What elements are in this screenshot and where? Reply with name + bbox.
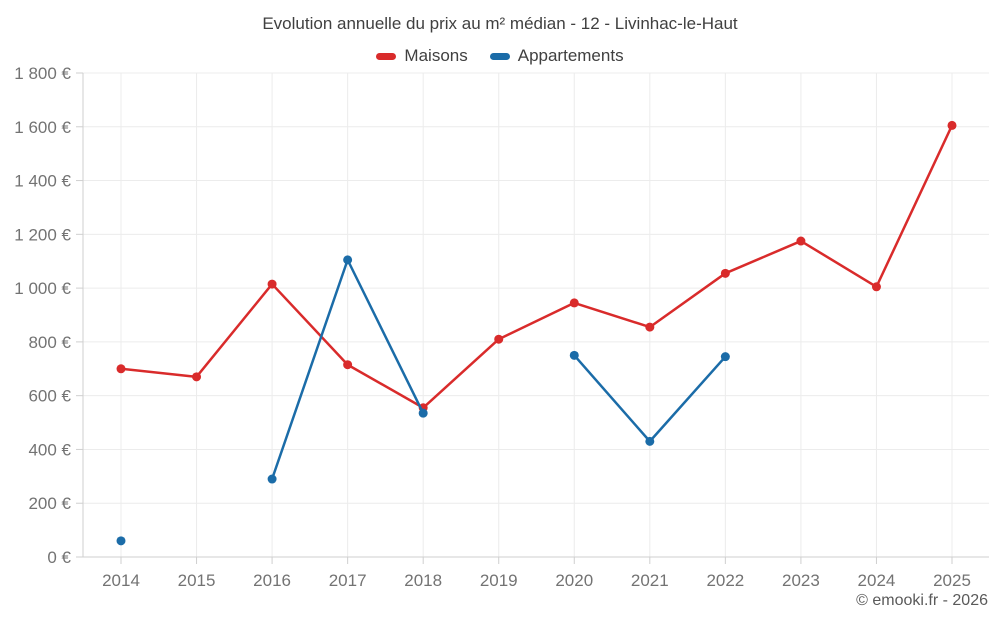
data-point-maisons-2021 xyxy=(645,322,655,332)
x-tick-label: 2017 xyxy=(329,571,367,590)
x-tick-label: 2018 xyxy=(404,571,442,590)
data-point-appartements-2020 xyxy=(569,350,579,360)
x-tick-label: 2023 xyxy=(782,571,820,590)
chart-title: Evolution annuelle du prix au m² médian … xyxy=(262,14,738,33)
data-point-maisons-2023 xyxy=(796,236,806,246)
maisons-legend-label: Maisons xyxy=(404,46,468,65)
chart-legend: Maisons Appartements xyxy=(0,46,1000,66)
series-line-maisons xyxy=(119,124,954,410)
y-tick-label: 600 € xyxy=(28,387,71,406)
y-tick-label: 1 000 € xyxy=(14,279,71,298)
appartements-legend-marker xyxy=(489,52,510,60)
y-tick-label: 1 800 € xyxy=(14,64,71,83)
y-tick-label: 400 € xyxy=(28,440,71,459)
x-tick-label: 2016 xyxy=(253,571,291,590)
x-tick-label: 2021 xyxy=(631,571,669,590)
maisons-legend-marker xyxy=(376,52,397,60)
data-point-maisons-2019 xyxy=(494,334,504,344)
y-tick-label: 200 € xyxy=(28,494,71,513)
appartements-legend-label: Appartements xyxy=(517,46,624,65)
y-tick-label: 1 400 € xyxy=(14,172,71,191)
y-tick-label: 1 200 € xyxy=(14,225,71,244)
x-tick-label: 2022 xyxy=(706,571,744,590)
legend-item-appartements[interactable]: Appartements xyxy=(489,46,624,66)
data-point-appartements-2017 xyxy=(343,255,353,265)
data-point-appartements-2014 xyxy=(116,536,126,546)
x-tick-label: 2024 xyxy=(858,571,896,590)
data-point-maisons-2022 xyxy=(720,268,730,278)
y-tick-label: 800 € xyxy=(28,333,71,352)
copyright: © emooki.fr - 2026 xyxy=(856,592,988,609)
x-tick-label: 2020 xyxy=(555,571,593,590)
x-tick-label: 2014 xyxy=(102,571,140,590)
data-point-maisons-2025 xyxy=(947,120,957,130)
legend-item-maisons[interactable]: Maisons xyxy=(376,46,468,66)
data-point-appartements-2016 xyxy=(267,474,277,484)
data-point-appartements-2021 xyxy=(645,436,655,446)
y-tick-label: 0 € xyxy=(47,548,71,567)
x-tick-label: 2019 xyxy=(480,571,518,590)
data-point-maisons-2024 xyxy=(871,282,881,292)
data-point-appartements-2022 xyxy=(720,352,730,362)
y-tick-label: 1 600 € xyxy=(14,118,71,137)
x-tick-label: 2025 xyxy=(933,571,971,590)
x-tick-label: 2015 xyxy=(178,571,216,590)
data-point-maisons-2020 xyxy=(569,298,579,308)
data-point-maisons-2016 xyxy=(267,279,277,289)
data-point-maisons-2015 xyxy=(192,372,202,382)
data-point-appartements-2018 xyxy=(418,408,428,418)
data-point-maisons-2017 xyxy=(343,360,353,370)
data-point-maisons-2014 xyxy=(116,364,126,374)
